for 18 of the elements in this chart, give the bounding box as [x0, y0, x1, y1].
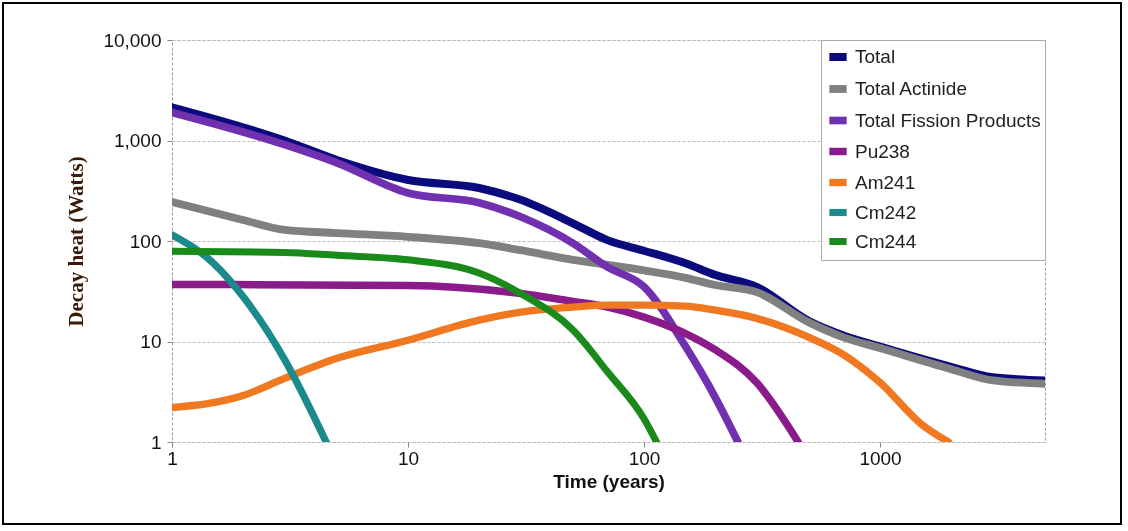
y-tick-label: 10,000 [103, 29, 162, 51]
x-axis-title: Time (years) [553, 470, 665, 492]
y-tick-label: 100 [129, 230, 162, 252]
y-tick-label: 1,000 [113, 130, 162, 151]
y-axis-title: Decay heat (Watts) [64, 156, 89, 327]
y-tick-label: 10 [140, 331, 162, 352]
legend-label: Total Actinide [855, 78, 967, 99]
x-tick-label: 1 [167, 447, 178, 469]
legend-label: Cm244 [855, 230, 917, 252]
x-tick-label: 1000 [859, 447, 902, 469]
y-tick-label: 1 [150, 431, 162, 453]
x-tick-label: 100 [628, 447, 661, 469]
legend-label: Pu238 [855, 140, 910, 162]
legend-label: Total Fission Products [855, 109, 1041, 131]
legend-label: Am241 [855, 171, 916, 193]
x-tick-label: 10 [397, 447, 420, 469]
legend-label: Total [855, 46, 896, 67]
legend-label: Cm242 [855, 201, 917, 223]
